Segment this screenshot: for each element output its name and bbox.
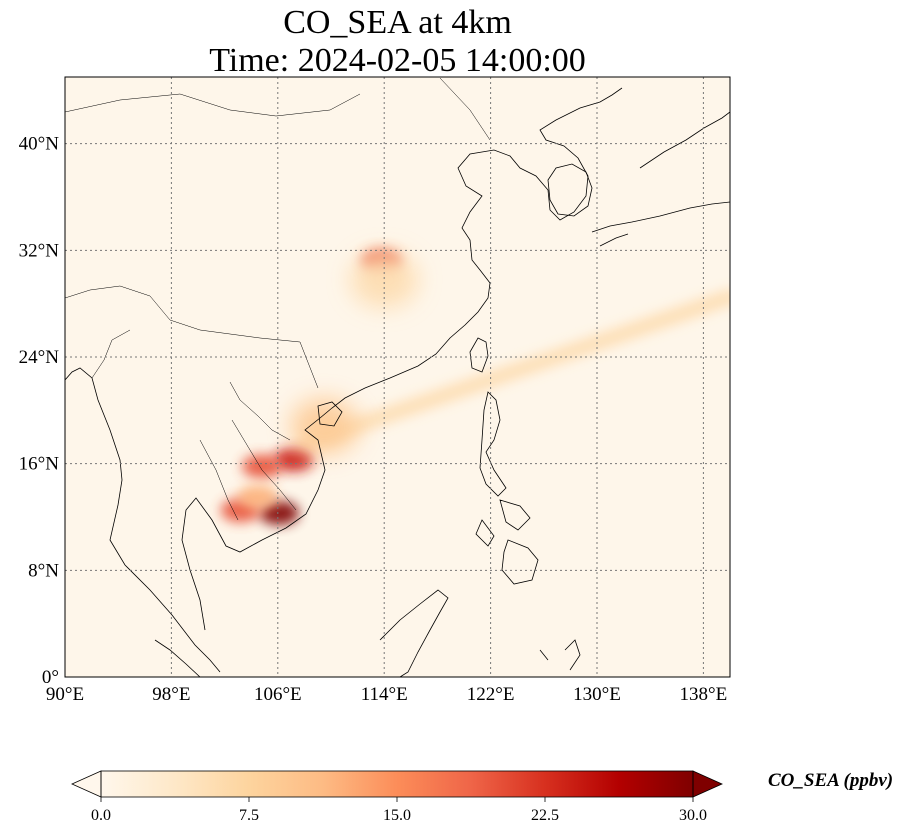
axis-tick-labels: 90°E 98°E 106°E 114°E 122°E 130°E 138°E 0° 8°N 16…: [19, 134, 728, 705]
plume-indochina-spread: [237, 485, 278, 509]
coastline-mainland: [65, 87, 623, 673]
coastline-luzon: [479, 391, 507, 497]
chart-subtitle: Time: 2024-02-05 14:00:00: [209, 42, 586, 79]
lon-tick-label: 138°E: [680, 684, 728, 705]
plume-central-china-spread: [350, 251, 419, 308]
coastline-philippines-south: [475, 499, 539, 585]
plume-indochina-core-3: [241, 454, 282, 479]
colorbar-gradient: [101, 771, 693, 797]
lon-tick-label: 98°E: [152, 684, 190, 705]
coastline-japan: [591, 111, 730, 247]
colorbar-tick-label: 15.0: [383, 807, 411, 824]
colorbar-tick-label: 30.0: [679, 807, 707, 824]
lon-tick-label: 90°E: [46, 684, 84, 705]
transport-plume-band: [296, 289, 730, 452]
chart-title: CO_SEA at 4km: [283, 4, 512, 41]
colorbar-tick-label: 0.0: [91, 807, 111, 824]
lat-tick-label: 8°N: [28, 560, 59, 581]
lat-tick-label: 32°N: [19, 240, 60, 261]
colorbar-label: CO_SEA (ppbv): [768, 770, 894, 791]
lat-tick-label: 0°: [42, 667, 59, 688]
colorbar-min-extension: [71, 770, 102, 798]
lon-tick-label: 114°E: [361, 684, 408, 705]
lon-tick-label: 130°E: [573, 684, 621, 705]
border-lines: [65, 77, 491, 521]
coastline-borneo: [379, 589, 449, 677]
lat-tick-label: 40°N: [19, 134, 60, 155]
lat-tick-label: 24°N: [19, 347, 60, 368]
concentration-field: [220, 249, 730, 525]
colorbar-max-extension: [692, 770, 723, 798]
plume-gulf-of-tonkin: [290, 398, 359, 455]
plume-indochina-core-2: [273, 447, 314, 472]
lon-tick-label: 106°E: [254, 684, 302, 705]
coastline-hainan: [317, 401, 343, 427]
coastline-sumatra: [154, 639, 201, 677]
coastline-layer: [65, 77, 730, 677]
map-frame: [64, 76, 731, 678]
map-background: [65, 77, 730, 677]
coastline-sulawesi: [539, 639, 581, 671]
lon-tick-label: 122°E: [467, 684, 515, 705]
coastline-taiwan: [469, 337, 489, 373]
plume-indochina-core-1: [259, 501, 300, 525]
gridlines: [65, 77, 730, 677]
coastline-korea: [547, 163, 593, 217]
colorbar: 0.0 7.5 15.0 22.5 30.0: [71, 770, 723, 824]
lat-tick-label: 16°N: [19, 454, 60, 475]
colorbar-ticks: 0.0 7.5 15.0 22.5 30.0: [91, 797, 707, 824]
colorbar-tick-label: 7.5: [239, 807, 259, 824]
colorbar-tick-label: 22.5: [531, 807, 559, 824]
